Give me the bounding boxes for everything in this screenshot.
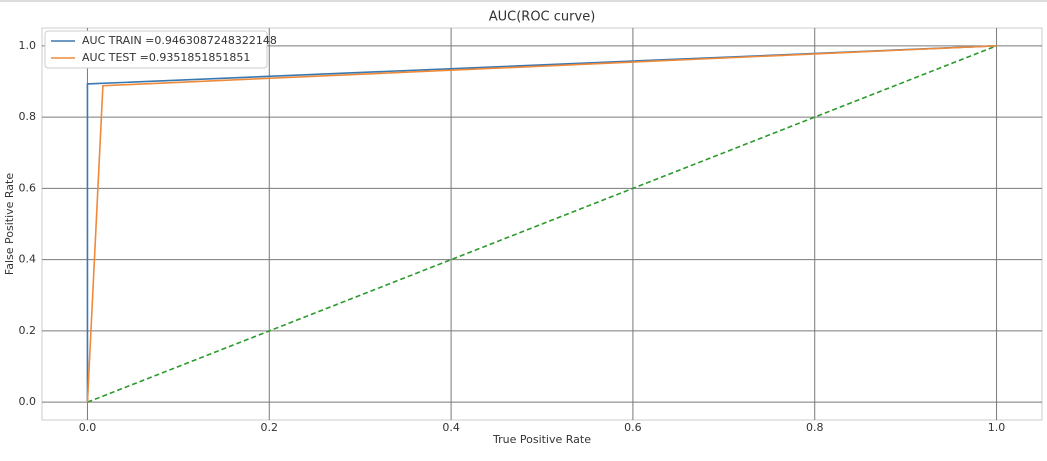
series-line (86, 45, 997, 403)
y-tick-label: 1.0 (19, 39, 37, 52)
x-tick-label: 0.6 (624, 421, 642, 434)
y-tick-label: 0.2 (19, 324, 37, 337)
legend-box (44, 30, 268, 69)
x-tick-label: 0.4 (442, 421, 460, 434)
x-axis-label: True Positive Rate (492, 433, 591, 446)
legend-label: AUC TEST =0.9351851851851 (82, 51, 250, 64)
x-tick-label: 0.0 (79, 421, 97, 434)
x-tick-label: 0.8 (806, 421, 824, 434)
x-tick-label: 0.2 (261, 421, 279, 434)
chart-title: AUC(ROC curve) (489, 10, 596, 25)
x-tick-label: 1.0 (988, 421, 1006, 434)
diagonal-line (87, 45, 997, 403)
y-tick-label: 0.6 (19, 181, 37, 194)
legend: AUC TRAIN =0.9463087248322148 AUC TEST =0… (44, 30, 277, 69)
top-border (0, 0, 1047, 2)
legend-label: AUC TRAIN =0.9463087248322148 (82, 34, 277, 47)
series-line (86, 45, 997, 403)
y-tick-label: 0.0 (19, 395, 37, 408)
y-axis-label: False Positive Rate (3, 173, 16, 275)
y-tick-label: 0.8 (19, 110, 37, 123)
y-tick-label: 0.4 (19, 253, 37, 266)
